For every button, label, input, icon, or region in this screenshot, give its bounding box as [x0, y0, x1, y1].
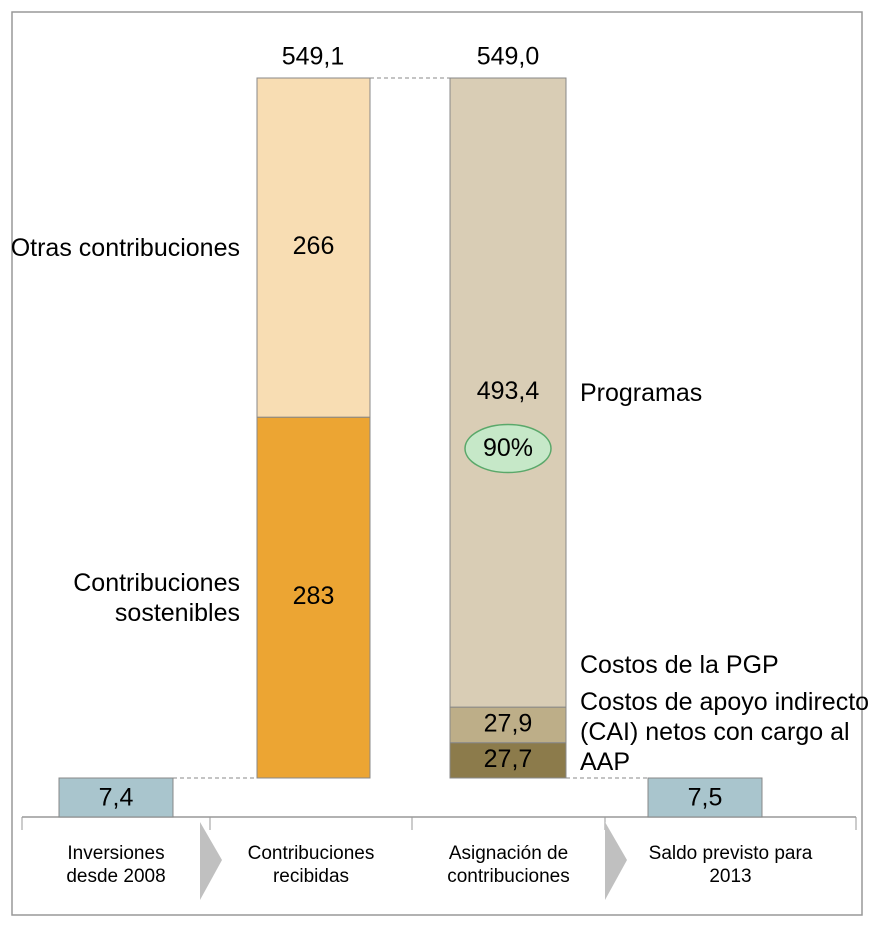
value-label: 266 [293, 232, 335, 260]
bar-segment [256, 416, 371, 779]
x-tick-label: Contribuciones recibidas [247, 843, 375, 887]
series-label: Otras contribuciones [10, 233, 240, 262]
value-label: 7,5 [688, 784, 723, 812]
bar-segment [449, 77, 567, 708]
box [647, 777, 763, 818]
total-label: 549,1 [282, 42, 345, 70]
value-label: 27,9 [484, 710, 533, 738]
chevron [200, 822, 222, 900]
x-tick-label: Inversiones desde 2008 [66, 843, 166, 887]
frame [11, 11, 863, 916]
value-label: 7,4 [99, 784, 134, 812]
series-label: Costos de la PGP [580, 651, 779, 679]
x-tick-label: Asignación de contribuciones [447, 843, 570, 887]
value-label: 283 [293, 582, 335, 610]
series-label: Programas [580, 378, 703, 407]
x-tick-label: Saldo previsto para 2013 [648, 843, 813, 887]
bar-segment [256, 77, 371, 418]
series-label: Contribuciones sostenibles [73, 568, 240, 627]
series-label: Costos de apoyo indirecto (CAI) netos co… [580, 688, 870, 776]
total-label: 549,0 [477, 43, 540, 71]
value-label: 27,7 [484, 745, 533, 773]
value-label: 493,4 [477, 377, 540, 405]
share-oval [464, 423, 552, 474]
chevron [605, 822, 627, 900]
share-label: 90% [483, 434, 533, 462]
box [58, 777, 174, 818]
